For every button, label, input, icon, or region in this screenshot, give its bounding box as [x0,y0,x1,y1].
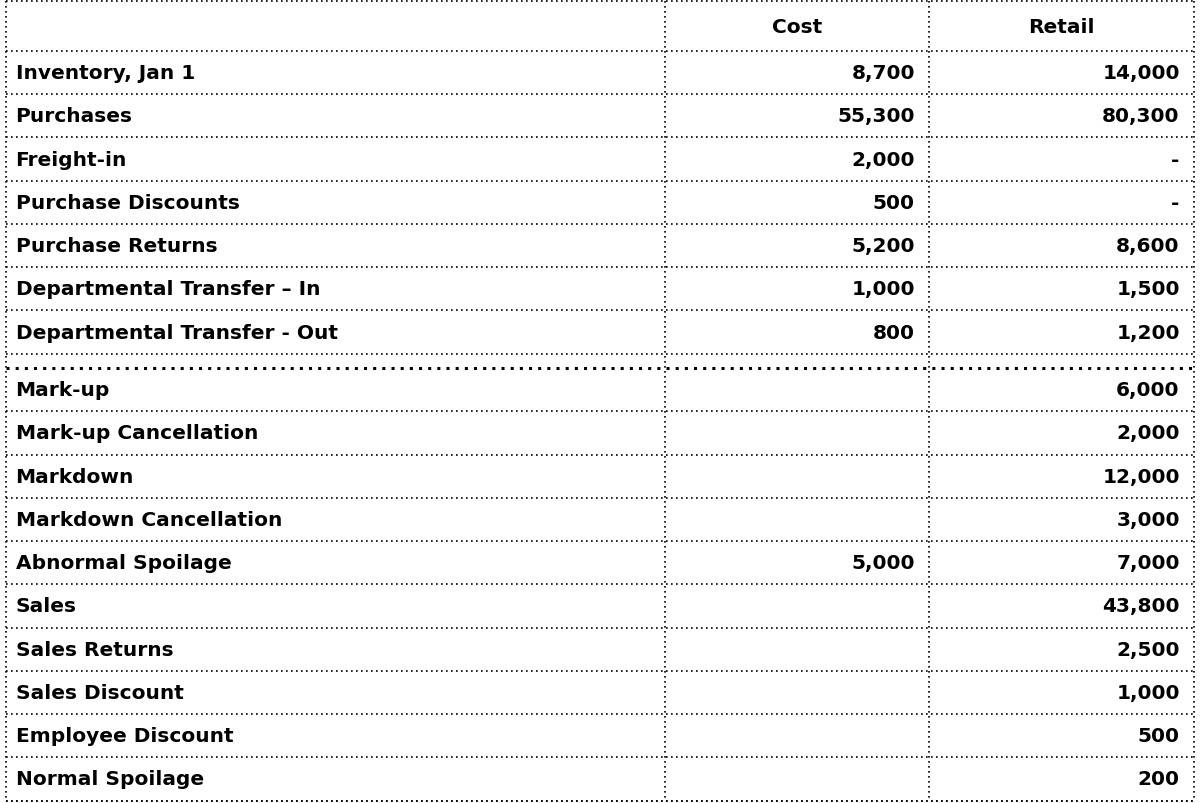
Text: 500: 500 [872,194,914,213]
Text: 12,000: 12,000 [1103,467,1180,486]
Text: Purchases: Purchases [16,108,132,126]
Text: 6,000: 6,000 [1116,381,1180,400]
Text: -: - [1171,150,1180,169]
Text: Abnormal Spoilage: Abnormal Spoilage [16,553,232,573]
Text: Cost: Cost [772,18,822,37]
Text: 800: 800 [872,323,914,342]
Text: 8,700: 8,700 [851,64,914,83]
Text: 1,000: 1,000 [1116,683,1180,702]
Text: -: - [1171,194,1180,213]
Text: Sales Returns: Sales Returns [16,640,173,659]
Text: Mark-up Cancellation: Mark-up Cancellation [16,424,258,443]
Text: 2,000: 2,000 [1116,424,1180,443]
Text: 5,200: 5,200 [851,237,914,256]
Text: Freight-in: Freight-in [16,150,127,169]
Text: Normal Spoilage: Normal Spoilage [16,769,204,789]
Text: Sales: Sales [16,597,77,616]
Text: 14,000: 14,000 [1103,64,1180,83]
Text: Sales Discount: Sales Discount [16,683,184,702]
Text: 500: 500 [1138,726,1180,745]
Text: Markdown: Markdown [16,467,134,486]
Text: Purchase Discounts: Purchase Discounts [16,194,239,213]
Text: 1,200: 1,200 [1116,323,1180,342]
Text: 1,000: 1,000 [851,280,914,299]
Text: Departmental Transfer - Out: Departmental Transfer - Out [16,323,337,342]
Text: 1,500: 1,500 [1116,280,1180,299]
Text: 8,600: 8,600 [1116,237,1180,256]
Text: Inventory, Jan 1: Inventory, Jan 1 [16,64,194,83]
Text: 43,800: 43,800 [1103,597,1180,616]
Text: 5,000: 5,000 [851,553,914,573]
Text: Retail: Retail [1028,18,1094,37]
Text: Purchase Returns: Purchase Returns [16,237,217,256]
Text: 3,000: 3,000 [1116,511,1180,529]
Text: 200: 200 [1138,769,1180,789]
Text: 2,500: 2,500 [1116,640,1180,659]
Text: 80,300: 80,300 [1103,108,1180,126]
Text: Markdown Cancellation: Markdown Cancellation [16,511,282,529]
Text: 55,300: 55,300 [838,108,914,126]
Text: Departmental Transfer – In: Departmental Transfer – In [16,280,320,299]
Text: 2,000: 2,000 [851,150,914,169]
Text: Mark-up: Mark-up [16,381,110,400]
Text: 7,000: 7,000 [1116,553,1180,573]
Text: Employee Discount: Employee Discount [16,726,233,745]
